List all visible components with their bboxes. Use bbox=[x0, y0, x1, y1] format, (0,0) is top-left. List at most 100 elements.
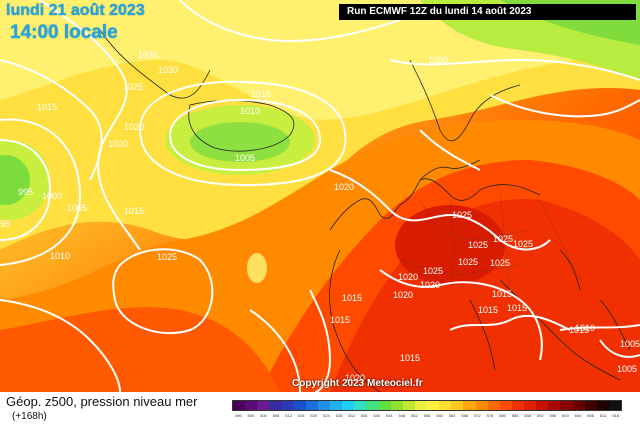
isobar-label: 1005 bbox=[617, 364, 637, 374]
color-scale-tick: 580 bbox=[499, 413, 506, 418]
color-scale-swatch bbox=[233, 401, 246, 410]
color-scale-tick: 600 bbox=[562, 413, 569, 418]
color-scale-swatch bbox=[390, 401, 403, 410]
country-borders bbox=[399, 189, 581, 291]
coastlines bbox=[99, 29, 631, 392]
color-scale-tick: 556 bbox=[423, 413, 431, 418]
isobar-label: 1020 bbox=[420, 280, 440, 290]
color-scale-swatch bbox=[427, 401, 440, 410]
isobar-label: 1015 bbox=[37, 102, 57, 112]
isobar-label: 1025 bbox=[452, 210, 472, 220]
color-scale-swatch bbox=[378, 401, 391, 410]
color-scale-swatch bbox=[269, 401, 282, 410]
color-scale-swatch bbox=[402, 401, 415, 410]
color-scale-swatch bbox=[451, 401, 464, 410]
red-ridge-core bbox=[330, 199, 640, 392]
color-scale-tick: 512 bbox=[285, 413, 292, 418]
isobar-label: 1015 bbox=[330, 315, 350, 325]
color-scale-tick: 508 bbox=[272, 413, 280, 418]
color-scale-tick: 560 bbox=[436, 413, 443, 418]
color-scale-tick: 604 bbox=[574, 413, 582, 418]
copyright-notice: Copyright 2023 Meteociel.fr bbox=[292, 378, 423, 389]
map-legend-title: Géop. z500, pression niveau mer bbox=[6, 394, 198, 409]
isobar-label: 1015 bbox=[478, 305, 498, 315]
isobar-label: 1015 bbox=[400, 353, 420, 363]
color-scale-swatch bbox=[584, 401, 597, 410]
isobar-lines bbox=[0, 0, 640, 392]
isobar-label: 1010 bbox=[50, 251, 70, 261]
color-scale-tick: 568 bbox=[461, 413, 469, 418]
isobar-label: 1025 bbox=[513, 239, 533, 249]
isobar-label: 995 bbox=[18, 187, 33, 197]
isobar-label: 1000 bbox=[42, 191, 62, 201]
color-scale-tick: 592 bbox=[536, 413, 544, 418]
isobar-label: 1025 bbox=[490, 258, 510, 268]
isobar-label: 1015 bbox=[251, 89, 271, 99]
isobar-label: 1030 bbox=[138, 50, 158, 60]
isobar-label: 1030 bbox=[158, 65, 178, 75]
color-scale-swatch bbox=[475, 401, 488, 410]
color-scale-swatch bbox=[596, 401, 609, 410]
color-scale-tick: 524 bbox=[323, 413, 330, 418]
color-scale-swatch bbox=[608, 401, 621, 410]
isobar-label: 1025 bbox=[123, 82, 143, 92]
isobar-label: 1025 bbox=[468, 240, 488, 250]
isobar-label: 1025 bbox=[493, 234, 513, 244]
west-low-core bbox=[0, 155, 30, 205]
color-scale-tick: 532 bbox=[348, 413, 355, 418]
color-scale-tick: 576 bbox=[486, 413, 494, 418]
color-scale-tick: 608 bbox=[587, 413, 594, 418]
color-scale-tick: 596 bbox=[549, 413, 557, 418]
color-scale-swatch bbox=[536, 401, 549, 410]
color-scale-swatch bbox=[330, 401, 343, 410]
isobar-label: 1020 bbox=[108, 139, 128, 149]
color-scale-tick: 544 bbox=[385, 413, 393, 418]
color-scale-tick: 516 bbox=[297, 413, 305, 418]
color-scale-tick: 584 bbox=[511, 413, 519, 418]
color-scale-tick: 588 bbox=[524, 413, 531, 418]
color-scale-swatch bbox=[342, 401, 355, 410]
color-scale-swatch bbox=[366, 401, 379, 410]
forecast-local-time: 14:00 locale bbox=[10, 22, 118, 43]
color-scale-tick: 572 bbox=[473, 413, 481, 418]
color-scale-tick: 552 bbox=[411, 413, 418, 418]
color-scale-swatch bbox=[499, 401, 512, 410]
color-scale-swatch bbox=[293, 401, 306, 410]
isobar-label: 1020 bbox=[345, 373, 365, 383]
isobar-label: 1015 bbox=[124, 206, 144, 216]
color-scale-swatch bbox=[281, 401, 294, 410]
color-scale-tick: 520 bbox=[310, 413, 318, 418]
color-scale-tick: 616 bbox=[612, 413, 620, 418]
color-scale-swatch bbox=[572, 401, 585, 410]
isobar-label: 1015 bbox=[342, 293, 362, 303]
isobar-label: 1020 bbox=[393, 290, 413, 300]
pale-spot bbox=[247, 253, 267, 283]
weather-map: 1030 1030 1025 1015 1020 1020 1015 1010 … bbox=[0, 0, 640, 392]
color-scale-swatch bbox=[524, 401, 537, 410]
color-scale-tick: 564 bbox=[448, 413, 456, 418]
color-scale-tick: 540 bbox=[373, 413, 381, 418]
isobar-label: 95 bbox=[0, 219, 10, 229]
heat-dome-core bbox=[395, 205, 505, 285]
isobar-label: 1015 bbox=[569, 325, 589, 335]
color-scale-swatch bbox=[245, 401, 258, 410]
color-scale-tick: 612 bbox=[599, 413, 607, 418]
color-scale-ticks: 496 500 504 508 512 516 520 524 528 532 536 540 544 5… bbox=[232, 413, 622, 423]
color-scale-swatch bbox=[487, 401, 500, 410]
forecast-date: lundi 21 août 2023 bbox=[6, 2, 145, 19]
isobar-label: 1020 bbox=[124, 122, 144, 132]
color-scale-swatch bbox=[560, 401, 573, 410]
color-scale-swatch bbox=[463, 401, 476, 410]
color-scale-swatch bbox=[305, 401, 318, 410]
sw-red-zone bbox=[0, 307, 280, 392]
color-scale-swatch bbox=[317, 401, 330, 410]
color-scale-tick: 500 bbox=[247, 413, 255, 418]
isobar-label: 1020 bbox=[428, 55, 448, 65]
isobar-label: 1005 bbox=[235, 153, 255, 163]
color-scale-tick: 504 bbox=[260, 413, 267, 418]
color-scale-swatch bbox=[511, 401, 524, 410]
isobar-labels: 1030 1030 1025 1015 1020 1020 1015 1010 … bbox=[0, 50, 640, 383]
isobar-label: 1015 bbox=[507, 303, 527, 313]
color-scale-tick: 536 bbox=[360, 413, 368, 418]
isobar-label: 1010 bbox=[575, 323, 595, 333]
